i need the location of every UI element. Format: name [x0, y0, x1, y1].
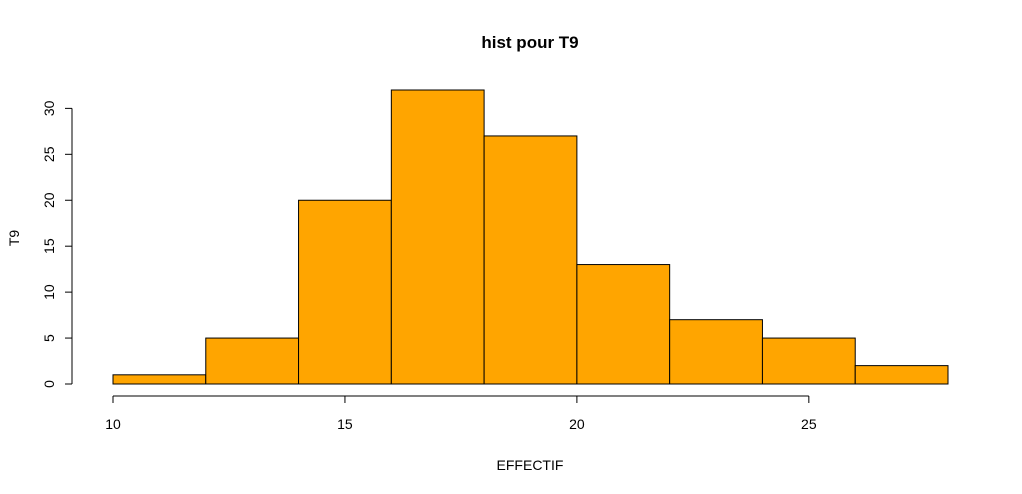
y-tick-label: 0	[41, 380, 57, 388]
x-tick-label: 20	[569, 416, 585, 432]
y-tick-label: 5	[41, 334, 57, 342]
histogram-bar-20-22	[576, 264, 671, 385]
y-tick-label: 25	[41, 146, 57, 162]
histogram-bar-14-16	[298, 199, 392, 385]
y-tick-label: 15	[41, 238, 57, 254]
histogram-bar-18-20	[483, 135, 578, 385]
bars-group	[112, 89, 949, 385]
histogram-bar-22-24	[669, 319, 763, 385]
y-tick-label: 30	[41, 100, 57, 116]
histogram-bar-12-14	[205, 337, 300, 385]
x-tick-label: 10	[105, 416, 121, 432]
histogram-bar-16-18	[390, 89, 485, 385]
x-tick-label: 15	[337, 416, 353, 432]
y-axis-label: T9	[6, 230, 22, 247]
y-tick-label: 20	[41, 192, 57, 208]
histogram-bar-26-28	[854, 365, 949, 385]
x-axis: 10 15 20 25	[105, 395, 817, 432]
x-axis-label: EFFECTIF	[497, 457, 564, 473]
y-tick-label: 10	[41, 284, 57, 300]
x-tick-label: 25	[801, 416, 817, 432]
y-axis: 0 5 10 15 20 25 30	[41, 100, 73, 388]
chart-title: hist pour T9	[481, 33, 578, 52]
histogram-bar-24-26	[761, 337, 856, 385]
histogram-bar-10-12	[112, 374, 207, 385]
